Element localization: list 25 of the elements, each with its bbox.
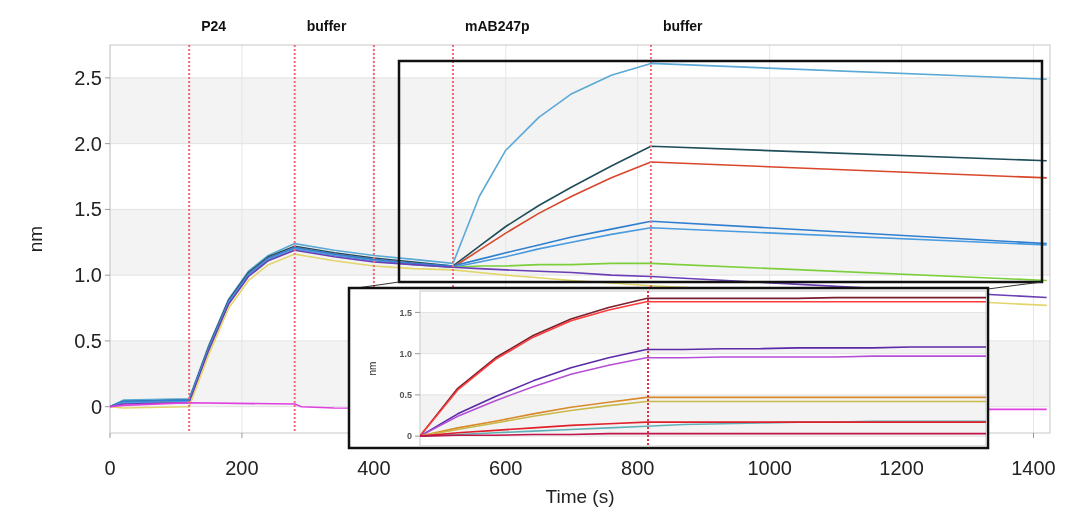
y-axis-title: nm bbox=[25, 225, 46, 253]
y-tick-label: 0 bbox=[90, 395, 102, 418]
y-axis-title: nm bbox=[367, 361, 378, 376]
y-tick-label: 1.0 bbox=[74, 264, 102, 287]
x-tick-label: 200 bbox=[225, 457, 259, 479]
x-tick-label: 1000 bbox=[747, 457, 792, 479]
y-tick-label: 0 bbox=[406, 431, 412, 442]
x-tick-label: 800 bbox=[621, 457, 655, 479]
ref-line-label: mAB247p bbox=[465, 18, 530, 34]
x-tick-label: 1200 bbox=[879, 457, 924, 479]
ref-line-label: P24 bbox=[201, 18, 227, 34]
ref-line-label: buffer bbox=[662, 18, 704, 34]
x-axis-title: Time (s) bbox=[545, 486, 615, 507]
y-tick-label: 1.5 bbox=[399, 307, 412, 318]
x-tick-label: 0 bbox=[104, 457, 116, 479]
y-tick-label: 0.5 bbox=[399, 390, 412, 401]
y-tick-label: 0.5 bbox=[74, 329, 102, 352]
ref-line-label: buffer bbox=[306, 18, 347, 34]
y-tick-label: 2.5 bbox=[74, 66, 102, 89]
y-tick-label: 2.0 bbox=[74, 132, 102, 155]
y-tick-label: 1.5 bbox=[74, 198, 102, 221]
x-tick-label: 1400 bbox=[1011, 457, 1056, 479]
x-tick-label: 600 bbox=[489, 457, 523, 479]
y-tick-label: 1.0 bbox=[399, 348, 412, 359]
x-tick-label: 400 bbox=[357, 457, 391, 479]
